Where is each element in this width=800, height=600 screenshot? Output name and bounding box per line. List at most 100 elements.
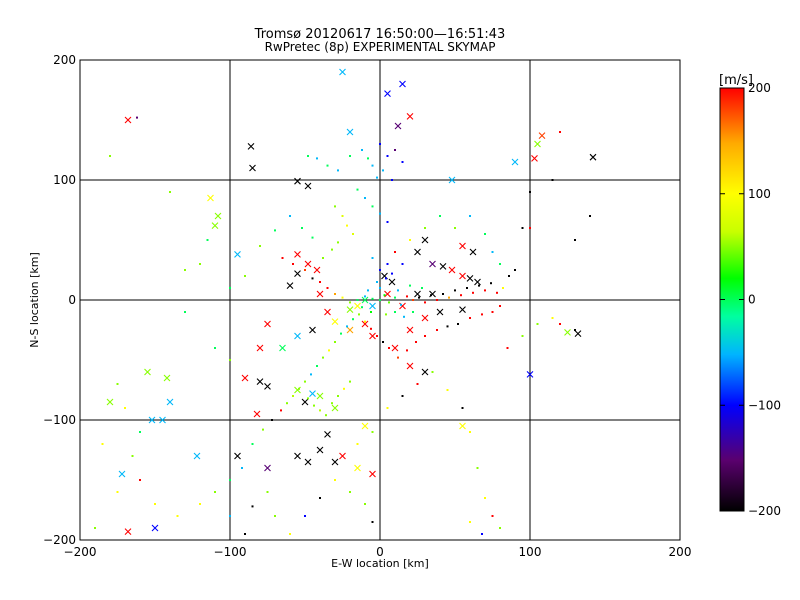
dot-marker: [431, 371, 434, 373]
dot-marker: [349, 491, 351, 493]
dot-marker: [184, 311, 186, 313]
x-marker: [331, 318, 339, 325]
x-axis-label: E-W location [km]: [331, 557, 429, 570]
dot-marker: [341, 296, 344, 299]
dot-marker: [421, 287, 423, 289]
x-marker: [159, 416, 166, 424]
dot-marker: [424, 227, 426, 229]
dot-marker: [262, 428, 264, 431]
dot-marker: [391, 179, 393, 181]
dot-marker: [280, 409, 282, 412]
x-marker: [301, 398, 309, 406]
x-marker: [526, 371, 534, 378]
x-marker: [589, 153, 597, 161]
dot-marker: [506, 347, 509, 349]
x-marker: [313, 266, 321, 274]
chart-title: Tromsø 20120617 16:50:00—16:51:43: [254, 27, 506, 42]
dot-marker: [379, 299, 381, 301]
dot-marker: [304, 515, 306, 517]
x-marker: [414, 290, 421, 298]
x-marker: [406, 326, 414, 334]
dot-marker: [109, 155, 111, 157]
dot-marker: [341, 215, 344, 217]
dot-marker: [139, 479, 141, 481]
x-marker: [394, 122, 402, 130]
dot-marker: [379, 212, 381, 215]
x-marker: [448, 176, 456, 184]
x-marker: [414, 248, 421, 256]
y-tick-label: 200: [53, 53, 76, 67]
dot-marker: [574, 239, 576, 241]
dot-marker: [358, 313, 360, 316]
colorbar-label: [m/s]: [719, 73, 753, 88]
x-marker: [304, 182, 312, 190]
y-axis-label: N-S location [km]: [28, 252, 41, 348]
x-marker: [331, 404, 339, 412]
dot-marker: [409, 239, 411, 241]
dot-marker: [379, 269, 381, 271]
dot-marker: [154, 503, 156, 505]
dot-marker: [364, 295, 366, 298]
dot-marker: [316, 365, 318, 367]
x-marker: [144, 368, 151, 376]
x-marker: [207, 194, 214, 202]
x-marker: [369, 302, 376, 310]
x-marker: [361, 320, 369, 328]
dot-marker: [289, 533, 291, 535]
dot-marker: [460, 294, 462, 297]
dot-marker: [400, 303, 402, 306]
dot-marker: [356, 299, 359, 301]
dot-marker: [334, 205, 336, 208]
dot-marker: [521, 227, 524, 229]
dot-marker: [461, 407, 464, 409]
dot-marker: [176, 515, 179, 517]
x-marker: [399, 80, 406, 88]
dot-marker: [415, 341, 417, 343]
dot-marker: [446, 325, 449, 328]
dot-marker: [94, 527, 96, 529]
dot-marker: [311, 236, 314, 239]
dot-marker: [251, 505, 254, 508]
dot-marker: [385, 313, 387, 316]
dot-marker: [337, 395, 339, 397]
dot-marker: [367, 289, 369, 292]
x-marker: [474, 278, 481, 286]
dot-marker: [386, 407, 389, 409]
x-marker: [124, 116, 132, 124]
x-tick-label: 100: [519, 545, 542, 559]
dot-marker: [371, 257, 374, 259]
dot-marker: [371, 431, 374, 433]
dot-marker: [424, 335, 426, 337]
dot-marker: [310, 373, 312, 376]
dot-marker: [364, 320, 366, 323]
dot-marker: [334, 479, 336, 481]
x-marker: [256, 344, 264, 352]
x-marker: [151, 524, 159, 532]
dot-marker: [340, 332, 342, 335]
x-marker: [511, 158, 519, 166]
dot-marker: [313, 404, 315, 407]
dot-marker: [478, 284, 480, 287]
dot-marker: [101, 443, 104, 445]
dot-marker: [229, 287, 231, 289]
dot-marker: [409, 284, 411, 287]
x-marker: [324, 431, 331, 438]
colorbar-tick-label: −200: [748, 504, 781, 518]
colorbar-tick-label: 200: [748, 81, 771, 95]
dot-marker: [376, 335, 378, 337]
dot-marker: [499, 527, 501, 529]
x-marker: [316, 290, 324, 298]
x-marker: [294, 332, 301, 340]
dot-marker: [439, 215, 441, 217]
dot-marker: [394, 149, 396, 151]
x-marker: [354, 464, 361, 472]
dot-marker: [298, 387, 300, 390]
dot-marker: [326, 164, 329, 167]
dot-marker: [406, 295, 408, 298]
dot-marker: [328, 349, 330, 352]
dot-marker: [184, 269, 186, 271]
dot-marker: [292, 263, 294, 265]
chart-subtitle: RwPretec (8p) EXPERIMENTAL SKYMAP: [265, 40, 496, 54]
x-marker: [264, 464, 271, 472]
dot-marker: [412, 311, 414, 313]
